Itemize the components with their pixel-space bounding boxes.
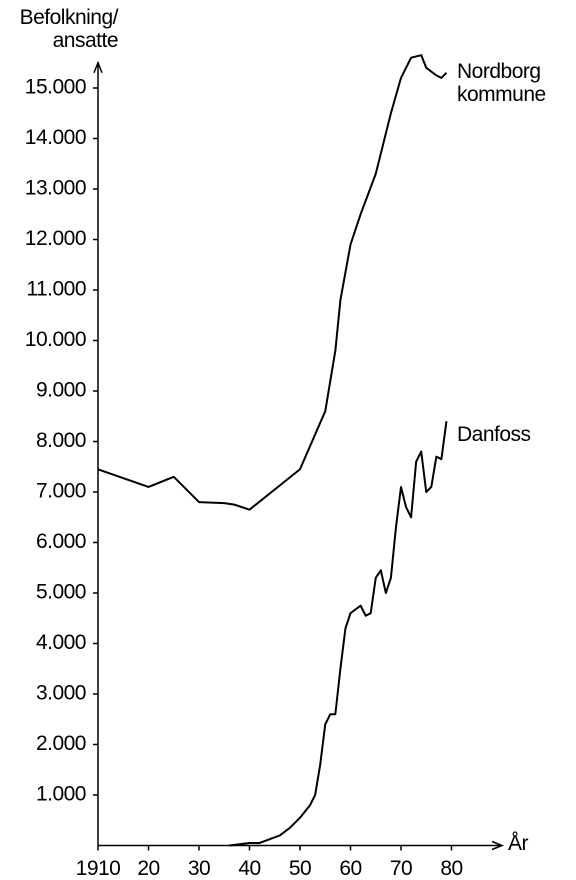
- y-tick-label: 6.000: [36, 530, 86, 553]
- series-line: [229, 421, 448, 847]
- x-tick-label: 30: [188, 857, 210, 880]
- y-axis-arrow: [93, 60, 103, 74]
- y-tick-label: 13.000: [25, 177, 86, 200]
- y-tick-label: 1.000: [36, 783, 86, 806]
- y-tick-label: 10.000: [25, 328, 86, 351]
- legend-label: Nordborg kommune: [457, 60, 546, 106]
- y-tick-label: 14.000: [25, 126, 86, 149]
- x-tick-label: 40: [238, 857, 260, 880]
- y-tick-label: 11.000: [26, 278, 86, 301]
- y-tick-label: 5.000: [36, 581, 86, 604]
- y-tick-label: 15.000: [25, 76, 86, 99]
- y-tick-label: 2.000: [36, 732, 86, 755]
- y-axis-title: Befolkning/ ansatte: [19, 6, 119, 52]
- y-tick-label: 9.000: [36, 379, 86, 402]
- x-tick-label: 1910: [76, 857, 121, 880]
- legend-label: Danfoss: [457, 423, 531, 446]
- y-tick-label: 8.000: [36, 429, 86, 452]
- y-tick-label: 3.000: [36, 682, 86, 705]
- x-tick-label: 80: [440, 857, 462, 880]
- series-line: [97, 54, 448, 511]
- x-axis-title: År: [508, 832, 529, 855]
- x-tick-label: 70: [390, 857, 412, 880]
- x-tick-label: 20: [137, 857, 159, 880]
- x-tick-label: 60: [339, 857, 361, 880]
- y-tick-label: 7.000: [36, 480, 86, 503]
- x-tick-label: 50: [289, 857, 311, 880]
- y-tick-label: 4.000: [36, 631, 86, 654]
- y-tick-label: 12.000: [25, 227, 86, 250]
- x-axis-arrow: [491, 840, 505, 851]
